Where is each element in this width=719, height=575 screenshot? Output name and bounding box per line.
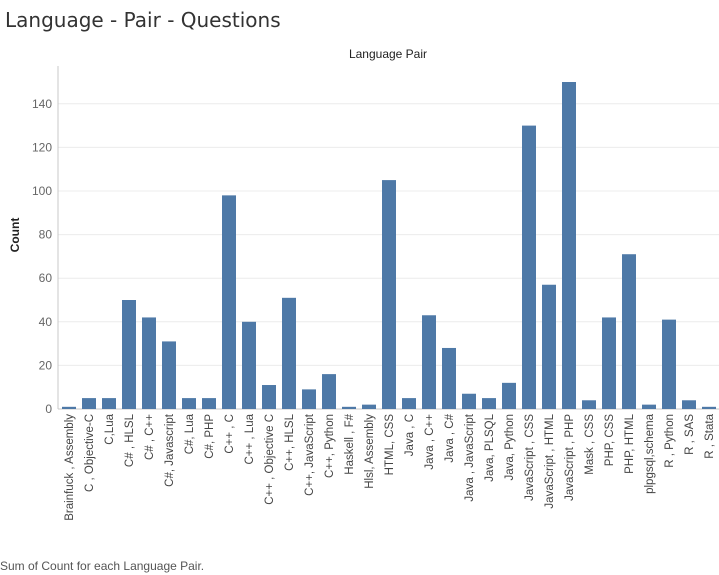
bars	[62, 82, 716, 409]
bar[interactable]	[362, 404, 376, 409]
x-tick-label: C#, PHP	[204, 414, 216, 459]
y-tick-label: 20	[39, 358, 53, 372]
bar[interactable]	[622, 254, 636, 409]
x-tick-label: R , SAS	[684, 414, 696, 455]
bar[interactable]	[702, 406, 716, 409]
bar[interactable]	[602, 317, 616, 409]
x-tick-label: HTML, CSS	[384, 414, 396, 476]
x-tick-label: Java, Python	[504, 414, 516, 480]
bar[interactable]	[682, 400, 696, 409]
bar[interactable]	[302, 389, 316, 409]
bar[interactable]	[202, 398, 216, 409]
bar[interactable]	[442, 347, 456, 409]
sheet-caption: Sum of Count for each Language Pair.	[0, 559, 205, 573]
x-tick-label: plpgsql,schema	[644, 413, 656, 494]
bar[interactable]	[402, 398, 416, 409]
bar[interactable]	[282, 297, 296, 409]
y-tick-label: 40	[39, 315, 53, 329]
bar[interactable]	[342, 406, 356, 409]
y-tick-label: 120	[32, 140, 52, 154]
x-tick-label: C++ , C	[224, 414, 236, 454]
bar[interactable]	[562, 82, 576, 409]
y-tick-label: 80	[39, 228, 53, 242]
bar[interactable]	[262, 385, 276, 409]
bar[interactable]	[102, 398, 116, 409]
bar[interactable]	[482, 398, 496, 409]
x-tick-label: Hlsl, Assembly	[364, 414, 376, 489]
bar[interactable]	[502, 382, 516, 409]
x-tick-label: Java , JavaScript	[464, 413, 476, 501]
bar[interactable]	[82, 398, 96, 409]
y-tick-label: 140	[32, 97, 52, 111]
x-tick-label: C , Objective-C	[84, 414, 96, 492]
x-tick-label: Mask , CSS	[584, 414, 596, 475]
x-tick-label: C++, HLSL	[284, 413, 296, 470]
x-tick-label: C++ , Lua	[244, 413, 256, 464]
x-tick-label: JavaScript , PHP	[564, 414, 576, 501]
bar[interactable]	[62, 406, 76, 409]
y-axis-title: Count	[8, 218, 22, 253]
bar[interactable]	[522, 125, 536, 409]
bar[interactable]	[142, 317, 156, 409]
x-tick-label: Java, PLSQL	[484, 413, 496, 481]
x-tick-label: C# , C++	[144, 414, 156, 460]
x-tick-label: C,Lua	[104, 413, 116, 444]
x-tick-label: Java , C#	[444, 413, 456, 462]
sheet-title: Language - Pair - Questions	[5, 8, 281, 32]
x-tick-label: PHP, CSS	[604, 414, 616, 467]
y-tick-label: 100	[32, 184, 52, 198]
y-tick-label: 0	[45, 402, 52, 416]
x-tick-label: Java , C++	[424, 414, 436, 470]
chart-title: Language Pair	[349, 47, 427, 61]
bar[interactable]	[322, 374, 336, 409]
bar[interactable]	[182, 398, 196, 409]
bar[interactable]	[242, 321, 256, 409]
bar[interactable]	[382, 180, 396, 409]
x-tick-label: C++, Python	[324, 414, 336, 478]
x-tick-label: JavaScript , CSS	[524, 414, 536, 501]
x-tick-label: C++ , Objective C	[264, 414, 276, 505]
x-tick-label: Java , C	[404, 414, 416, 456]
x-tick-label: C# , HLSL	[124, 413, 136, 467]
x-tick-label: JavaScript , HTML	[544, 413, 556, 508]
bar[interactable]	[642, 404, 656, 409]
x-tick-label: Brainfuck , Assembly	[64, 414, 76, 521]
x-tick-label: R , Python	[664, 414, 676, 468]
bar[interactable]	[122, 300, 136, 409]
x-tick-label: C#, Lua	[184, 413, 196, 454]
bar[interactable]	[422, 315, 436, 409]
x-tick-label: C++, JavaScript	[304, 413, 316, 496]
x-tick-label: PHP, HTML	[624, 413, 636, 473]
bar[interactable]	[222, 195, 236, 409]
x-tick-labels: Brainfuck , Assembly C , Objective-C C,Lua…	[64, 413, 716, 521]
bar[interactable]	[162, 341, 176, 409]
bar[interactable]	[542, 284, 556, 409]
x-tick-label: R , Stata	[704, 413, 716, 458]
bar[interactable]	[462, 393, 476, 409]
bar[interactable]	[582, 400, 596, 409]
x-tick-label: C#, Javascript	[164, 413, 176, 487]
x-tick-label: Haskell , F#	[344, 413, 356, 474]
bar[interactable]	[662, 319, 676, 409]
y-tick-label: 60	[39, 271, 53, 285]
